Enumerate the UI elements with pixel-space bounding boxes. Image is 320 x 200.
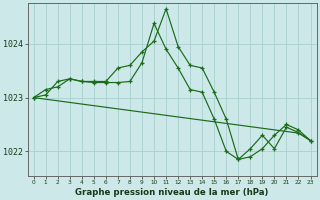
X-axis label: Graphe pression niveau de la mer (hPa): Graphe pression niveau de la mer (hPa) [76,188,269,197]
